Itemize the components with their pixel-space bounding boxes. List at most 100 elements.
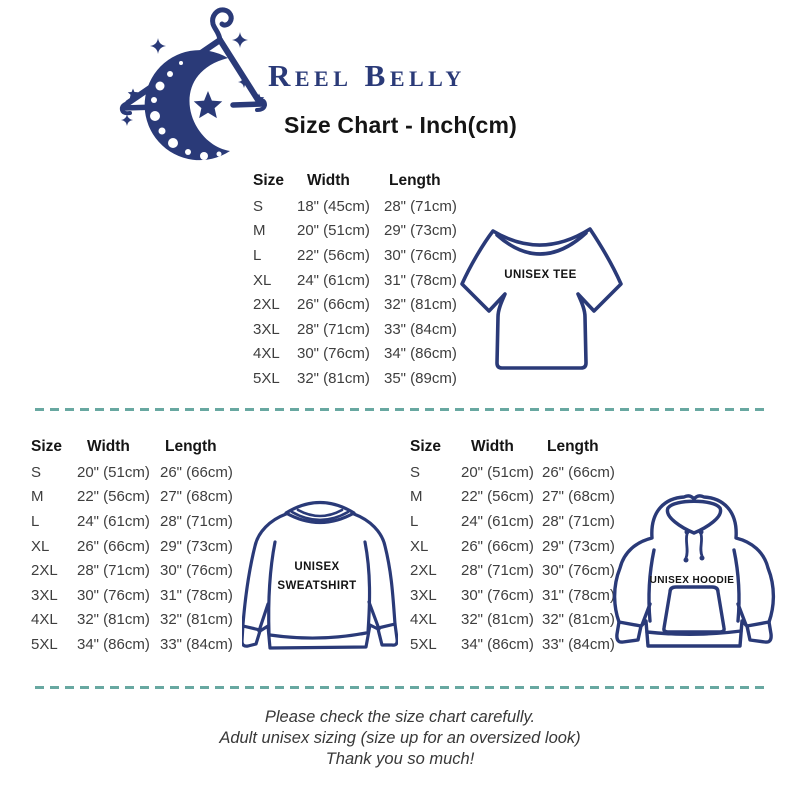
table-cell: 18" (45cm) xyxy=(297,197,370,215)
sparkle-star-icon xyxy=(238,76,250,88)
hoodie-label: UNISEX HOODIE xyxy=(649,575,735,586)
table-cell: 29" (73cm) xyxy=(160,537,233,555)
table-cell: M xyxy=(410,488,423,506)
five-point-star-icon xyxy=(193,91,223,119)
sweatshirt-size-table: Size Width Length S 20" (51cm) 26" (66cm) M 22"… xyxy=(31,434,236,657)
crescent-moon-icon xyxy=(144,50,230,161)
table-cell: 32" (81cm) xyxy=(77,611,150,629)
table-cell: 28" (71cm) xyxy=(461,562,534,580)
table-cell: 34" (86cm) xyxy=(461,635,534,653)
table-cell: 30" (76cm) xyxy=(461,586,534,604)
table-cell: 26" (66cm) xyxy=(160,463,233,481)
footer-line: Please check the size chart carefully. xyxy=(264,708,536,726)
table-cell: 4XL xyxy=(253,345,280,363)
table-cell: S xyxy=(410,463,421,481)
table-cell: 29" (73cm) xyxy=(542,537,615,555)
table-cell: 26" (66cm) xyxy=(297,296,370,314)
unisex-tee-illustration xyxy=(460,227,623,370)
table-cell: 30" (76cm) xyxy=(297,345,370,363)
table-cell: 5XL xyxy=(253,369,280,387)
table-cell: L xyxy=(31,512,40,530)
table-cell: 20" (51cm) xyxy=(77,463,150,481)
column-header: Length xyxy=(389,172,441,189)
table-cell: 29" (73cm) xyxy=(384,222,457,240)
column-header: Size xyxy=(253,172,285,189)
table-cell: 30" (76cm) xyxy=(542,562,615,580)
table-cell: 22" (56cm) xyxy=(297,246,370,264)
table-cell: 32" (81cm) xyxy=(384,296,457,314)
table-cell: 30" (76cm) xyxy=(384,246,457,264)
brand-logo-moon-hanger-icon xyxy=(119,7,267,161)
table-cell: 27" (68cm) xyxy=(542,488,615,506)
table-cell: 4XL xyxy=(31,611,58,629)
column-header: Length xyxy=(165,438,217,455)
table-cell: 35" (89cm) xyxy=(384,369,457,387)
footer-note: Please check the size chart carefully. A… xyxy=(0,707,800,770)
table-cell: 5XL xyxy=(410,635,437,653)
table-cell: 3XL xyxy=(253,320,280,338)
table-cell: 20" (51cm) xyxy=(461,463,534,481)
page-title: Size Chart - Inch(cm) xyxy=(284,112,517,138)
table-cell: 5XL xyxy=(31,635,58,653)
table-cell: M xyxy=(31,488,44,506)
table-cell: 32" (81cm) xyxy=(160,611,233,629)
table-cell: 22" (56cm) xyxy=(461,488,534,506)
sweatshirt-label: UNISEX SWEATSHIRT xyxy=(277,561,357,592)
table-cell: 26" (66cm) xyxy=(542,463,615,481)
table-cell: XL xyxy=(253,271,272,289)
table-cell: 28" (71cm) xyxy=(160,512,233,530)
table-cell: 3XL xyxy=(31,586,58,604)
table-cell: 22" (56cm) xyxy=(77,488,150,506)
table-cell: 26" (66cm) xyxy=(77,537,150,555)
table-cell: 28" (71cm) xyxy=(542,512,615,530)
table-cell: 31" (78cm) xyxy=(384,271,457,289)
table-cell: 26" (66cm) xyxy=(461,537,534,555)
table-cell: 30" (76cm) xyxy=(160,562,233,580)
column-header: Size xyxy=(410,438,442,455)
dashed-divider xyxy=(35,408,765,411)
table-cell: 33" (84cm) xyxy=(384,320,457,338)
hoodie-size-table: Size Width Length S 20" (51cm) 26" (66cm) M 22"… xyxy=(410,434,618,657)
column-header: Width xyxy=(307,172,350,189)
table-cell: 3XL xyxy=(410,586,437,604)
table-cell: 31" (78cm) xyxy=(160,586,233,604)
table-cell: 24" (61cm) xyxy=(461,512,534,530)
table-cell: 28" (71cm) xyxy=(384,197,457,215)
footer-line: Thank you so much! xyxy=(325,750,475,768)
dashed-divider xyxy=(35,686,765,689)
tee-size-table: Size Width Length S 18" (45cm) 28" (71cm) M 20"… xyxy=(253,168,464,391)
table-cell: 24" (61cm) xyxy=(297,271,370,289)
five-point-star-icon xyxy=(253,93,265,104)
table-cell: 33" (84cm) xyxy=(542,635,615,653)
unisex-sweatshirt-illustration xyxy=(242,501,398,650)
table-cell: XL xyxy=(31,537,50,555)
sparkle-star-icon xyxy=(150,38,166,54)
five-point-star-icon xyxy=(127,88,139,99)
column-header: Length xyxy=(547,438,599,455)
column-header: Width xyxy=(471,438,514,455)
table-cell: 34" (86cm) xyxy=(77,635,150,653)
table-cell: 34" (86cm) xyxy=(384,345,457,363)
hanger-hook-icon xyxy=(210,7,234,43)
table-cell: M xyxy=(253,222,266,240)
brand-title: Reel Belly xyxy=(268,58,466,93)
table-cell: 28" (71cm) xyxy=(77,562,150,580)
table-cell: 28" (71cm) xyxy=(297,320,370,338)
table-cell: L xyxy=(253,246,262,264)
footer-line: Adult unisex sizing (size up for an over… xyxy=(219,729,581,747)
table-cell: 31" (78cm) xyxy=(542,586,615,604)
table-cell: S xyxy=(31,463,42,481)
table-cell: 24" (61cm) xyxy=(77,512,150,530)
table-cell: 2XL xyxy=(410,562,437,580)
table-cell: 27" (68cm) xyxy=(160,488,233,506)
sparkle-star-icon xyxy=(232,32,248,48)
table-cell: 30" (76cm) xyxy=(77,586,150,604)
table-cell: 2XL xyxy=(31,562,58,580)
unisex-hoodie-illustration xyxy=(612,494,776,648)
table-cell: 33" (84cm) xyxy=(160,635,233,653)
sparkle-star-icon xyxy=(121,114,133,126)
table-cell: 32" (81cm) xyxy=(542,611,615,629)
table-cell: 4XL xyxy=(410,611,437,629)
column-header: Width xyxy=(87,438,130,455)
